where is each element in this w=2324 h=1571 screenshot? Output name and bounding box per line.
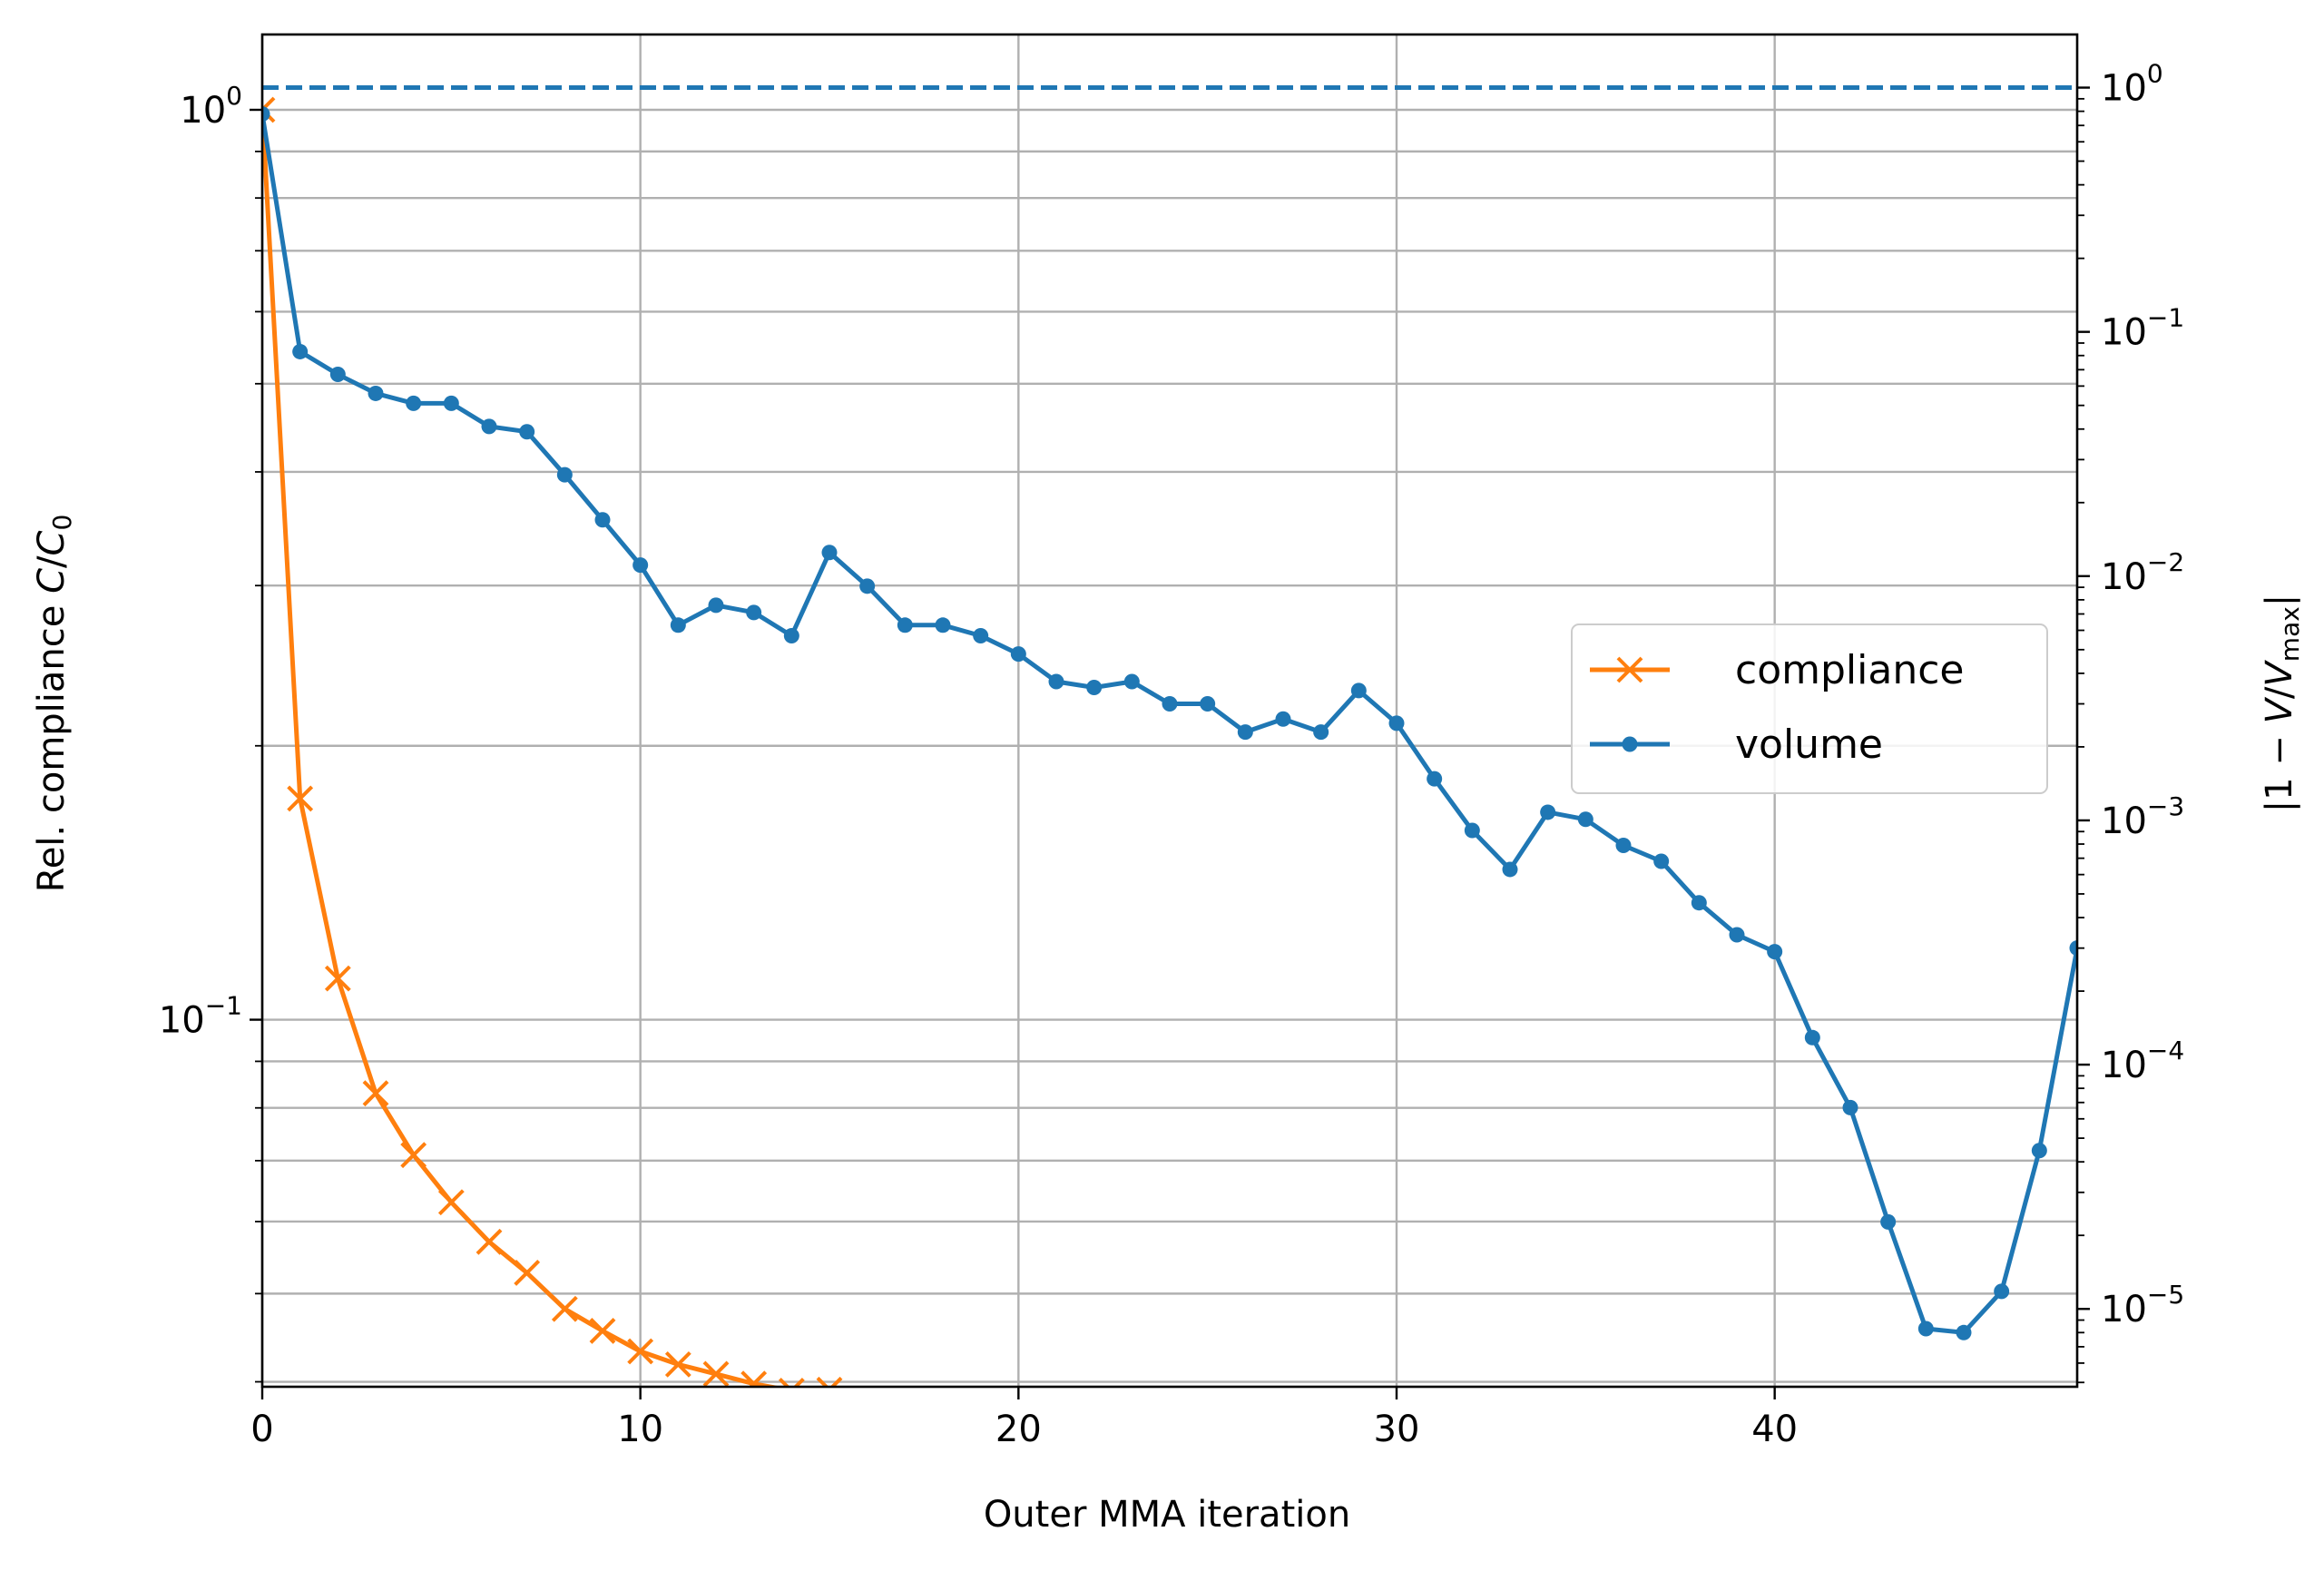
volume-point bbox=[1804, 1029, 1820, 1046]
volume-point bbox=[1427, 771, 1443, 787]
volume-point bbox=[594, 512, 611, 528]
volume-point bbox=[1842, 1099, 1858, 1115]
volume-point bbox=[708, 597, 724, 614]
volume-point bbox=[1577, 811, 1593, 828]
compliance-point bbox=[400, 1142, 427, 1169]
volume-point bbox=[329, 366, 346, 382]
volume-point bbox=[1464, 822, 1480, 839]
volume-point bbox=[897, 617, 913, 633]
y-right-tick-label: 10−4 bbox=[2101, 1036, 2184, 1086]
volume-point bbox=[1350, 682, 1367, 699]
compliance-point bbox=[702, 1360, 730, 1387]
axes-frame bbox=[260, 33, 2079, 1389]
compliance-point bbox=[551, 1295, 578, 1322]
volume-point bbox=[821, 545, 838, 561]
volume-point bbox=[1729, 927, 1745, 943]
y-left-tick-label: 10−1 bbox=[159, 991, 242, 1042]
legend: compliance volume bbox=[1571, 623, 2048, 794]
volume-point bbox=[519, 424, 535, 440]
volume-point bbox=[1767, 944, 1783, 960]
ticks: 0 10 20 30 40 100 10−1 100 10−1 10−2 10−3 10−4 10−5 bbox=[159, 59, 2184, 1450]
y-right-tick-label: 10−1 bbox=[2101, 303, 2184, 354]
y-left-tick-label: 100 bbox=[180, 81, 242, 132]
volume-point bbox=[292, 343, 309, 359]
volume-point bbox=[1917, 1321, 1934, 1337]
volume-point bbox=[632, 557, 649, 574]
volume-point bbox=[1880, 1213, 1897, 1230]
compliance-point bbox=[287, 785, 314, 812]
x-tick-label: 40 bbox=[1751, 1409, 1798, 1450]
legend-volume-label: volume bbox=[1735, 722, 1883, 768]
volume-point bbox=[1200, 696, 1216, 712]
x-axis-label: Outer MMA iteration bbox=[984, 1494, 1350, 1536]
compliance-point bbox=[514, 1260, 541, 1286]
volume-point bbox=[859, 578, 876, 594]
volume-point bbox=[2069, 940, 2077, 957]
legend-volume-marker bbox=[1622, 736, 1638, 752]
compliance-point bbox=[324, 965, 351, 992]
legend-compliance-marker bbox=[1616, 656, 1643, 683]
legend-compliance-label: compliance bbox=[1735, 647, 1964, 693]
volume-point bbox=[1123, 673, 1140, 690]
compliance-point bbox=[362, 1080, 389, 1107]
volume-point bbox=[262, 106, 270, 123]
grid bbox=[260, 34, 2077, 1387]
compliance-point bbox=[816, 1376, 843, 1387]
y-right-tick-label: 10−5 bbox=[2101, 1280, 2184, 1330]
y-right-tick-label: 10−2 bbox=[2101, 547, 2184, 598]
x-tick-label: 0 bbox=[250, 1409, 273, 1450]
volume-point bbox=[1275, 711, 1291, 727]
volume-point bbox=[368, 385, 384, 401]
x-tick-label: 30 bbox=[1374, 1409, 1420, 1450]
volume-point bbox=[443, 395, 459, 411]
volume-point bbox=[1010, 646, 1026, 663]
volume-point bbox=[1313, 724, 1329, 741]
compliance-point bbox=[778, 1378, 805, 1387]
volume-point bbox=[973, 628, 989, 644]
volume-point bbox=[481, 418, 497, 435]
compliance-point bbox=[476, 1228, 503, 1255]
x-tick-label: 20 bbox=[995, 1409, 1042, 1450]
volume-point bbox=[1388, 715, 1405, 731]
series-group bbox=[262, 96, 2077, 1387]
y-right-tick-label: 10−3 bbox=[2101, 791, 2184, 842]
compliance-point bbox=[664, 1350, 691, 1378]
legend-box bbox=[1571, 623, 2048, 794]
compliance-point bbox=[627, 1338, 654, 1365]
volume-point bbox=[935, 617, 951, 633]
compliance-point bbox=[740, 1370, 768, 1387]
volume-point bbox=[556, 466, 573, 483]
volume-point bbox=[1691, 895, 1707, 911]
x-tick-label: 10 bbox=[617, 1409, 663, 1450]
volume-point bbox=[2031, 1143, 2047, 1159]
plot-area bbox=[262, 85, 2077, 1387]
compliance-point bbox=[437, 1189, 465, 1216]
y-axis-right-label: |1 − V/Vmax| bbox=[2259, 594, 2305, 813]
volume-point bbox=[783, 628, 799, 644]
y-axis-left-label: Rel. compliance C/C0 bbox=[31, 515, 77, 893]
volume-point bbox=[1540, 804, 1556, 820]
compliance-point bbox=[589, 1318, 616, 1344]
volume-point bbox=[1237, 724, 1253, 741]
volume-point bbox=[406, 395, 422, 411]
volume-point bbox=[1502, 861, 1518, 878]
compliance-point bbox=[262, 96, 276, 123]
y-right-tick-label: 100 bbox=[2101, 59, 2163, 110]
volume-point bbox=[1956, 1324, 1972, 1340]
volume-point bbox=[1653, 853, 1670, 869]
volume-point bbox=[670, 617, 686, 633]
volume-point bbox=[1994, 1283, 2010, 1300]
volume-point bbox=[746, 604, 762, 621]
volume-point bbox=[1086, 680, 1103, 696]
volume-point bbox=[1048, 673, 1064, 690]
volume-point bbox=[1615, 837, 1632, 853]
volume-point bbox=[1162, 696, 1178, 712]
